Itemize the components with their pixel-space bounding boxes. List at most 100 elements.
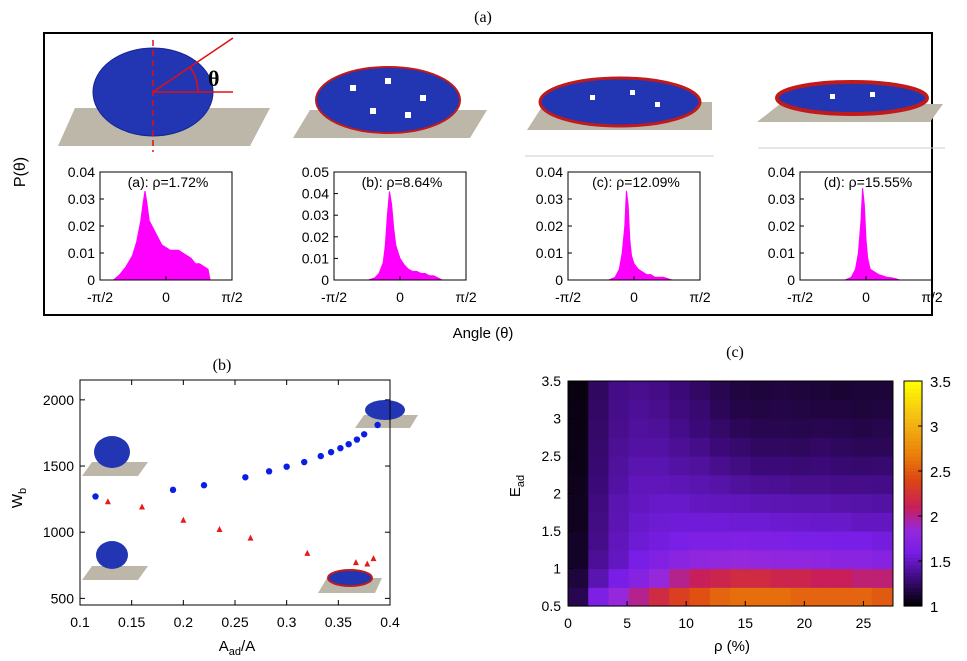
y-tick-label: 2000 <box>43 392 74 408</box>
heatmap-cell <box>689 587 711 607</box>
y-tick-label: 0.04 <box>68 164 95 180</box>
colorbar-segment <box>904 414 922 420</box>
colorbar-segment <box>904 392 922 397</box>
heatmap-cell <box>648 549 670 570</box>
x-tick-label: -π/2 <box>787 289 813 305</box>
heatmap-cell <box>648 531 670 551</box>
colorbar-tick-label: 3.5 <box>930 374 951 391</box>
data-point-triangle <box>216 526 223 533</box>
heatmap-cell <box>648 587 670 607</box>
patch <box>385 78 391 84</box>
x-tick-label: 0.1 <box>70 614 90 630</box>
colorbar-segment <box>904 441 922 446</box>
y-tick-label: 0.01 <box>536 245 563 261</box>
heatmap-cell <box>750 587 772 607</box>
heatmap-cell <box>648 437 670 457</box>
colorbar-segment <box>904 591 922 596</box>
y-tick-label: 0.02 <box>302 229 329 245</box>
heatmap-cell <box>790 381 812 401</box>
heatmap-cell <box>689 493 711 513</box>
heatmap-cell <box>608 418 630 438</box>
heatmap-cell <box>608 531 630 551</box>
y-tick-label: 500 <box>51 590 75 606</box>
x-tick-label: 0.25 <box>221 614 248 630</box>
colorbar-segment <box>904 527 922 532</box>
heatmap-cell <box>790 418 812 438</box>
heatmap-cell <box>689 399 711 420</box>
data-point-triangle <box>304 549 311 556</box>
colorbar-segment <box>904 437 922 442</box>
heatmap-cell <box>648 456 670 476</box>
inset-substrate <box>355 415 418 428</box>
inset-droplet <box>96 541 128 569</box>
colorbar-segment <box>904 553 922 558</box>
colorbar-segment <box>904 557 922 562</box>
heatmap-cell <box>790 474 812 495</box>
heatmap-cell <box>588 549 610 570</box>
heatmap-cell <box>811 437 833 457</box>
heatmap-cell <box>770 474 792 495</box>
y-tick-label: 0.03 <box>536 191 563 207</box>
colorbar-segment <box>904 478 922 483</box>
heatmap-cell <box>568 437 589 457</box>
heatmap-cell <box>730 474 751 495</box>
colorbar-segment <box>904 568 922 573</box>
heatmap-cell <box>669 531 691 551</box>
heatmap-cell <box>790 531 812 551</box>
droplet-4 <box>775 80 929 116</box>
colorbar-segment <box>904 396 922 401</box>
histogram-4: 00.010.020.030.04-π/2 0 π/2(d): ρ=15.55% <box>768 164 943 305</box>
heatmap-cell <box>851 512 873 532</box>
scatter-plot: Wb Aad/A 0.1 0.15 0.2 0.25 0.3 0.35 0.4 500 1000… <box>9 379 418 658</box>
heatmap-cell <box>750 493 772 513</box>
heatmap-cell <box>608 399 630 420</box>
x-tick-label: π/2 <box>221 289 243 305</box>
heatmap-cell <box>689 568 711 588</box>
x-tick-label: 10 <box>678 615 694 631</box>
colorbar-segment <box>904 456 922 461</box>
colorbar-segment <box>904 463 922 468</box>
panel-a-xlabel: Angle (θ) <box>453 325 514 342</box>
colorbar-segment <box>904 508 922 513</box>
heatmap-cell <box>871 587 893 607</box>
data-point-triangle <box>104 498 111 505</box>
heatmap-cell <box>669 549 691 570</box>
heatmap-cell <box>730 568 751 588</box>
heatmap-cell <box>689 418 711 438</box>
theta-symbol: θ <box>208 66 219 91</box>
colorbar-tick-label: 3 <box>930 419 938 436</box>
droplet-3 <box>538 76 702 128</box>
heatmap-cell <box>588 418 610 438</box>
y-tick-label: 0.02 <box>768 218 795 234</box>
heatmap-cell <box>851 549 873 570</box>
data-point-triangle <box>370 555 377 562</box>
heatmap-cell <box>831 587 853 607</box>
heatmap-cell <box>628 493 650 513</box>
colorbar-segment <box>904 561 922 566</box>
angle-arc <box>189 66 199 93</box>
y-tick-label: 1 <box>553 561 561 577</box>
y-tick-label: 2.5 <box>542 448 562 464</box>
histogram-panels: 00.010.020.030.04-π/2 0 π/2(a): ρ=1.72%00.… <box>68 164 943 305</box>
heatmap-cell <box>628 512 650 532</box>
heatmap-cell <box>648 474 670 495</box>
colorbar-segment <box>904 497 922 502</box>
heatmap-cell <box>811 456 833 476</box>
colorbar-segment <box>904 459 922 465</box>
heatmap-cell <box>709 418 731 438</box>
heatmap-cell <box>588 493 610 513</box>
heatmap-cell <box>851 399 873 420</box>
heatmap-cell <box>790 456 812 476</box>
histogram-label: (a): ρ=1.72% <box>128 174 209 190</box>
heatmap-cell <box>770 587 792 607</box>
y-tick-label: 1000 <box>43 524 74 540</box>
colorbar-tick-label: 2.5 <box>930 464 951 481</box>
heatmap-cell <box>871 381 893 401</box>
y-tick-label: 1500 <box>43 458 74 474</box>
y-tick-label: 0.04 <box>536 164 563 180</box>
heatmap-cell <box>831 418 853 438</box>
colorbar-segment <box>904 471 922 476</box>
patch <box>370 108 376 114</box>
heatmap-cell <box>730 531 751 551</box>
